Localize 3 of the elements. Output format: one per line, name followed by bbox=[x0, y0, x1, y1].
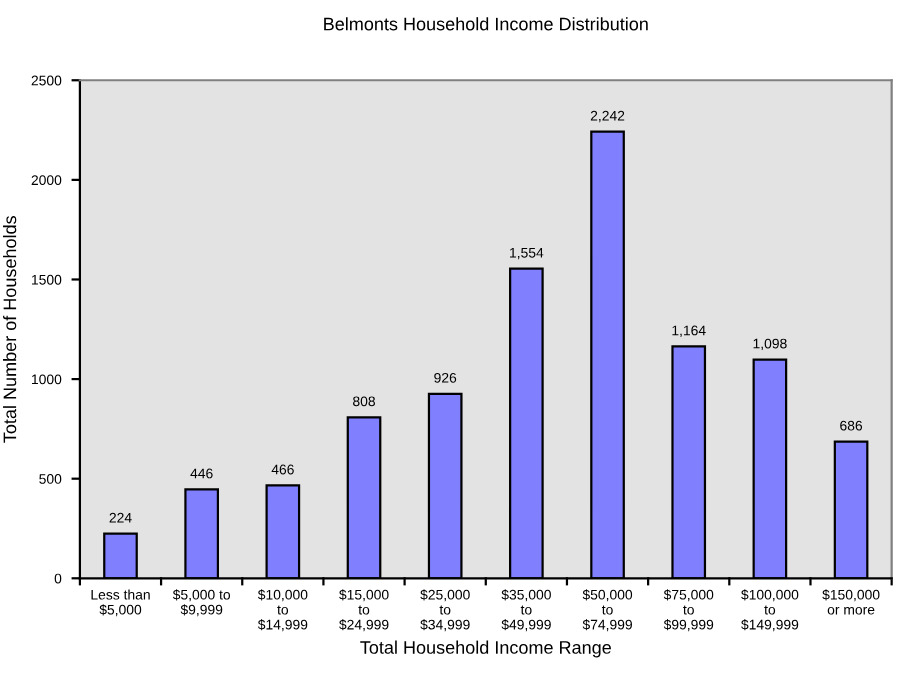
x-axis-title: Total Household Income Range bbox=[360, 640, 611, 658]
y-axis-title: Total Number of Households bbox=[3, 216, 17, 443]
chart-title: Belmonts Household Income Distribution bbox=[324, 17, 648, 31]
